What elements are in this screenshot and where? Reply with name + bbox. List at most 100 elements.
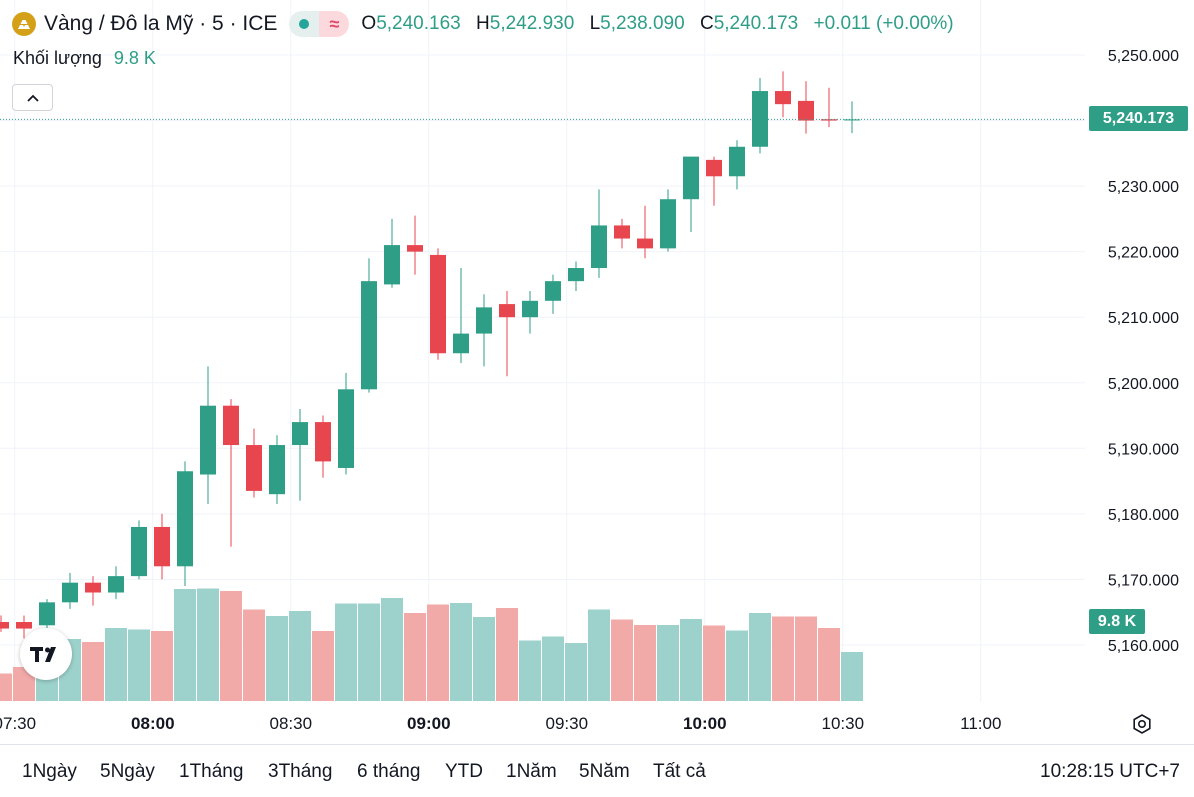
volume-bar-26 — [588, 609, 610, 701]
time-tick-label: 09:30 — [546, 714, 589, 733]
candle-body-20 — [453, 333, 469, 354]
symbol-legend: Vàng / Đô la Mỹ · 5 · ICE ≈ O5,240.163 H… — [12, 10, 954, 38]
close-value: 5,240.173 — [713, 13, 799, 34]
candle-body-14 — [315, 422, 331, 462]
low-value: 5,238.090 — [600, 13, 685, 34]
candle-body-33 — [752, 91, 768, 147]
price-tick-label: 5,200.000 — [1108, 376, 1179, 393]
chart-grid — [0, 0, 1085, 702]
volume-bar-12 — [266, 616, 288, 701]
candle-body-32 — [729, 146, 745, 177]
candle-body-27 — [614, 225, 630, 239]
volume-bar-35 — [795, 616, 817, 701]
volume-bar-14 — [312, 631, 334, 701]
candle-body-25 — [568, 268, 584, 282]
volume-bar-15 — [335, 603, 357, 701]
candle-body-35 — [798, 100, 814, 121]
volume-bar-10 — [220, 591, 242, 701]
chart-settings-icon[interactable] — [1130, 712, 1154, 736]
candle-body-23 — [522, 300, 538, 318]
volume-bar-11 — [243, 609, 265, 701]
price-axis[interactable]: 5,160.000 5,170.000 5,180.000 5,190.000 5,20… — [1108, 48, 1179, 655]
candle-body-11 — [246, 445, 262, 491]
candle-body-34 — [775, 91, 791, 105]
market-open-dot-icon — [289, 11, 320, 37]
candle-body-0 — [0, 622, 9, 629]
candle-body-22 — [499, 304, 515, 318]
candle-body-9 — [200, 405, 216, 475]
candle-body-1 — [16, 622, 32, 629]
price-tick-label: 5,160.000 — [1108, 638, 1179, 655]
time-axis[interactable]: 07:30 08:00 08:30 09:00 09:30 10:00 10:30 11:00 — [0, 714, 1001, 733]
gold-bars-icon — [12, 12, 36, 36]
range-5-day-button[interactable]: 5Ngày — [100, 761, 155, 782]
volume-bar-23 — [519, 640, 541, 701]
volume-bar-32 — [726, 630, 748, 701]
symbol-title[interactable]: Vàng / Đô la Mỹ · 5 · ICE — [44, 12, 278, 35]
collapse-legend-button[interactable] — [12, 84, 53, 111]
range-5-year-button[interactable]: 5Năm — [579, 761, 630, 782]
candle-body-8 — [177, 471, 193, 567]
candle-body-6 — [131, 526, 147, 577]
time-tick-label: 10:00 — [683, 714, 726, 733]
bottom-toolbar: 1Ngày 5Ngày 1Tháng 3Tháng 6 tháng YTD 1N… — [0, 744, 1194, 797]
open-label: O — [361, 13, 377, 34]
candle-body-5 — [108, 576, 124, 593]
volume-legend[interactable]: Khối lượng 9.8 K — [13, 48, 156, 69]
volume-bar-22 — [496, 608, 518, 701]
tradingview-logo-icon[interactable] — [20, 628, 72, 680]
candle-body-13 — [292, 422, 308, 446]
price-tick-label: 5,180.000 — [1108, 507, 1179, 524]
market-status-pill[interactable]: ≈ — [289, 11, 350, 37]
volume-bar-30 — [680, 619, 702, 701]
candle-body-24 — [545, 281, 561, 301]
volume-bar-24 — [542, 636, 564, 701]
volume-bar-19 — [427, 604, 449, 701]
time-tick-label: 07:30 — [0, 714, 36, 733]
price-tick-label: 5,210.000 — [1108, 310, 1179, 327]
candle-body-15 — [338, 389, 354, 468]
volume-bar-25 — [565, 643, 587, 701]
volume-bar-37 — [841, 652, 863, 701]
range-1-month-button[interactable]: 1Tháng — [179, 761, 244, 782]
range-3-month-button[interactable]: 3Tháng — [268, 761, 333, 782]
volume-bar-16 — [358, 603, 380, 701]
volume-bar-0 — [0, 673, 12, 701]
range-6-month-button[interactable]: 6 tháng — [357, 761, 421, 782]
last-price-badge: 5,240.173 — [1089, 106, 1188, 131]
candle-body-19 — [430, 254, 446, 354]
range-1-day-button[interactable]: 1Ngày — [22, 761, 77, 782]
volume-bars — [0, 588, 863, 701]
volume-value: 9.8 K — [113, 48, 156, 68]
price-tick-label: 5,230.000 — [1108, 179, 1179, 196]
candle-body-30 — [683, 156, 699, 200]
volume-bar-9 — [197, 588, 219, 701]
candle-body-2 — [39, 602, 55, 626]
timezone-clock[interactable]: 10:28:15 UTC+7 — [1040, 761, 1180, 782]
time-tick-label: 10:30 — [822, 714, 865, 733]
volume-bar-13 — [289, 611, 311, 701]
candle-body-29 — [660, 199, 676, 249]
candle-body-31 — [706, 159, 722, 177]
volume-bar-18 — [404, 613, 426, 701]
time-tick-label: 09:00 — [407, 714, 450, 733]
volume-bar-4 — [82, 642, 104, 701]
candle-body-4 — [85, 582, 101, 593]
range-all-button[interactable]: Tất cả — [653, 761, 706, 782]
candle-body-10 — [223, 405, 239, 446]
close-label: C — [699, 13, 714, 34]
approx-icon: ≈ — [319, 11, 350, 37]
volume-bar-8 — [174, 589, 196, 701]
candle-body-26 — [591, 225, 607, 269]
high-label: H — [476, 13, 490, 34]
range-ytd-button[interactable]: YTD — [445, 761, 483, 782]
price-tick-label: 5,170.000 — [1108, 572, 1179, 589]
low-label: L — [589, 13, 601, 34]
candle-body-12 — [269, 445, 285, 495]
volume-bar-34 — [772, 616, 794, 701]
price-tick-label: 5,250.000 — [1108, 48, 1179, 65]
volume-bar-1 — [13, 667, 35, 701]
volume-bar-29 — [657, 625, 679, 701]
range-1-year-button[interactable]: 1Năm — [506, 761, 557, 782]
